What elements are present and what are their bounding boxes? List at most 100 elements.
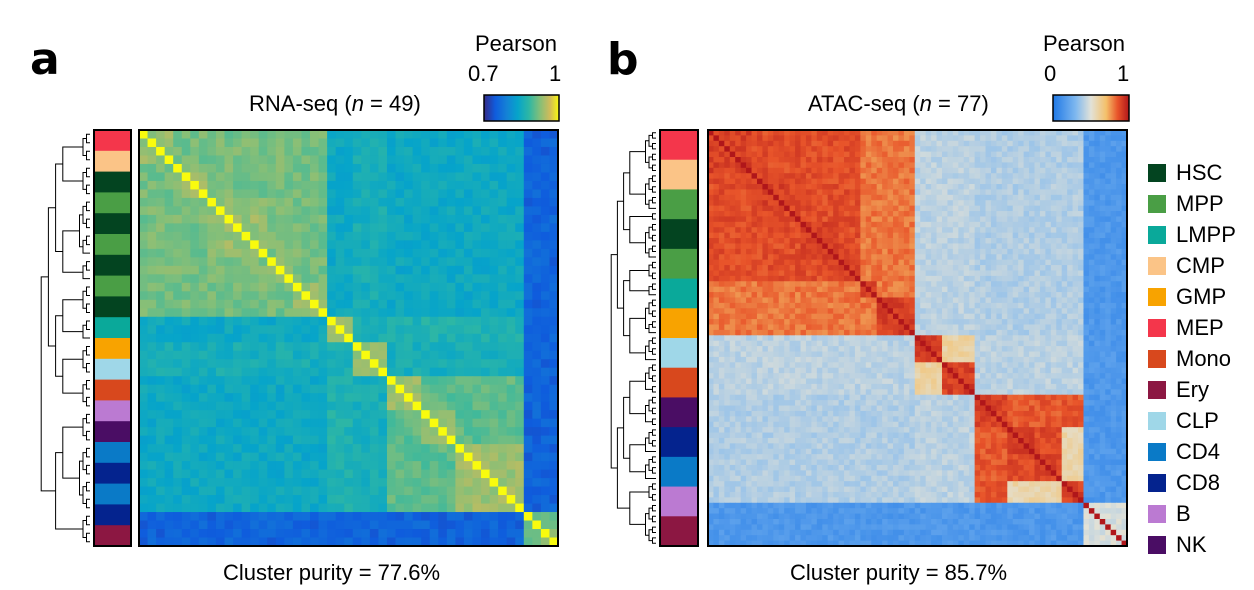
heatmap-cell (438, 512, 448, 522)
heatmap-cell (1061, 157, 1068, 164)
heatmap-cell (378, 248, 388, 258)
heatmap-cell (724, 248, 731, 255)
heatmap-cell (767, 200, 774, 207)
heatmap-cell (887, 173, 894, 180)
heatmap-cell (1078, 302, 1085, 309)
heatmap-cell (751, 259, 758, 266)
heatmap-cell (729, 130, 736, 136)
heatmap-cell (1105, 270, 1112, 277)
heatmap-cell (395, 146, 405, 157)
heatmap-cell (438, 257, 448, 267)
heatmap-cell (909, 227, 916, 234)
heatmap-cell (898, 297, 905, 304)
heatmap-cell (805, 275, 812, 282)
heatmap-cell (751, 130, 758, 136)
heatmap-cell (816, 286, 823, 293)
heatmap-cell (224, 214, 234, 224)
heatmap-cell (352, 410, 362, 420)
heatmap-cell (489, 189, 499, 199)
heatmap-cell (844, 205, 851, 212)
heatmap-cell (1083, 232, 1090, 239)
heatmap-cell (718, 216, 725, 223)
heatmap-cell (318, 172, 328, 182)
heatmap-cell (267, 308, 277, 318)
heatmap-cell (822, 232, 829, 239)
heatmap-cell (241, 299, 251, 309)
heatmap-cell (1067, 254, 1074, 261)
heatmap-cell (893, 221, 900, 228)
heatmap-cell (1056, 265, 1063, 272)
heatmap-cell (301, 180, 311, 191)
heatmap-cell (241, 478, 251, 488)
heatmap-cell (344, 138, 354, 148)
heatmap-cell (515, 214, 525, 224)
heatmap-cell (969, 200, 976, 207)
heatmap-cell (292, 325, 303, 335)
heatmap-cell (756, 200, 764, 207)
heatmap-cell (335, 265, 345, 275)
heatmap-cell (489, 393, 499, 403)
heatmap-cell (173, 214, 183, 224)
heatmap-cell (865, 302, 872, 309)
heatmap-cell (969, 227, 976, 234)
heatmap-cell (800, 275, 807, 282)
heatmap-cell (816, 216, 823, 223)
heatmap-cell (849, 297, 856, 304)
heatmap-cell (241, 197, 251, 208)
heatmap-cell (455, 189, 465, 199)
heatmap-cell (335, 308, 345, 318)
heatmap-cell (1088, 221, 1095, 228)
heatmap-cell (412, 248, 422, 258)
heatmap-cell (292, 503, 303, 513)
heatmap-cell (969, 135, 976, 142)
heatmap-cell (190, 410, 200, 420)
heatmap-cell (318, 180, 328, 191)
heatmap-cell (455, 130, 465, 140)
heatmap-cell (498, 130, 508, 140)
heatmap-cell (455, 376, 465, 386)
heatmap-cell (1061, 135, 1068, 142)
heatmap-cell (515, 478, 525, 488)
heatmap-cell (429, 478, 439, 488)
heatmap-cell (773, 265, 780, 272)
heatmap-cell (936, 227, 943, 234)
heatmap-cell (985, 151, 992, 158)
heatmap-cell (438, 503, 448, 513)
heatmap-cell (455, 223, 465, 233)
heatmap-cell (941, 216, 949, 223)
heatmap-cell (421, 189, 431, 199)
heatmap-cell (301, 410, 311, 420)
heatmap-cell (860, 194, 867, 201)
heatmap-cell (887, 292, 894, 299)
heatmap-cell (421, 325, 431, 335)
heatmap-cell (369, 444, 380, 454)
heatmap-cell (318, 537, 328, 547)
heatmap-cell (1050, 275, 1057, 282)
heatmap-cell (914, 292, 921, 299)
heatmap-cell (746, 297, 753, 304)
heatmap-cell (882, 248, 889, 255)
heatmap-cell (190, 418, 200, 428)
heatmap-cell (275, 265, 285, 275)
heatmap-cell (898, 238, 905, 245)
heatmap-cell (139, 308, 149, 318)
heatmap-cell (718, 200, 725, 207)
heatmap-cell (540, 435, 551, 445)
heatmap-cell (784, 135, 791, 142)
heatmap-cell (969, 254, 976, 261)
heatmap-cell (767, 221, 774, 228)
heatmap-cell (756, 205, 764, 212)
heatmap-cell (224, 231, 234, 241)
heatmap-cell (395, 308, 405, 318)
heatmap-cell (1056, 178, 1063, 185)
heatmap-cell (173, 478, 183, 488)
heatmap-cell (395, 444, 405, 454)
heatmap-cell (506, 537, 516, 547)
heatmap-cell (395, 359, 405, 369)
heatmap-cell (481, 367, 491, 377)
heatmap-cell (233, 189, 243, 199)
heatmap-cell (762, 265, 769, 272)
heatmap-cell (1045, 173, 1052, 180)
heatmap-cell (224, 180, 234, 191)
heatmap-cell (865, 281, 872, 288)
